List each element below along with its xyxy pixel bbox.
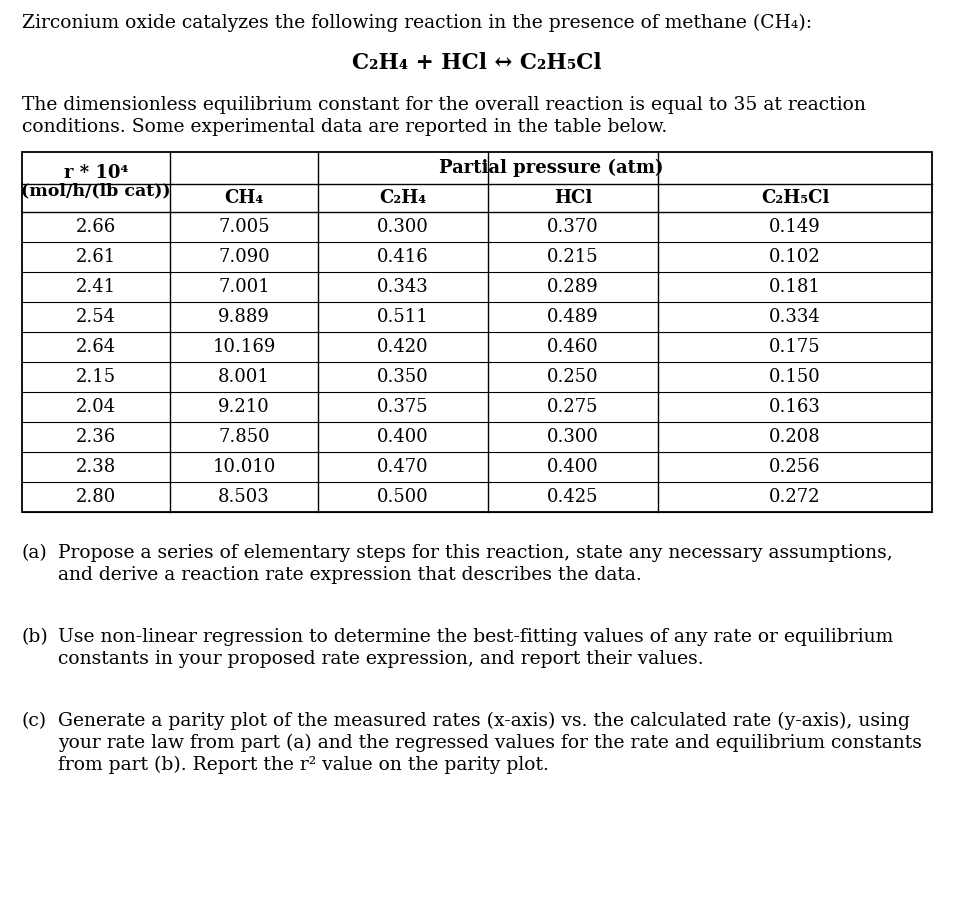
Text: Use non-linear regression to determine the best-fitting values of any rate or eq: Use non-linear regression to determine t… (58, 628, 892, 646)
Text: CH₄: CH₄ (224, 189, 263, 207)
Text: 0.102: 0.102 (768, 248, 820, 266)
Text: 2.80: 2.80 (76, 488, 116, 506)
Text: 2.54: 2.54 (76, 308, 116, 326)
Text: C₂H₅Cl: C₂H₅Cl (760, 189, 828, 207)
Text: 0.175: 0.175 (768, 338, 820, 356)
Text: 0.300: 0.300 (376, 218, 429, 236)
Text: 0.256: 0.256 (768, 458, 820, 476)
Text: 0.149: 0.149 (768, 218, 820, 236)
Text: 0.215: 0.215 (547, 248, 598, 266)
Text: 0.400: 0.400 (547, 458, 598, 476)
Text: HCl: HCl (554, 189, 592, 207)
Text: 0.420: 0.420 (376, 338, 428, 356)
Text: 0.250: 0.250 (547, 368, 598, 386)
Text: r * 10⁴: r * 10⁴ (64, 164, 128, 182)
Text: 0.289: 0.289 (547, 278, 598, 296)
Text: (c): (c) (22, 712, 47, 730)
Text: 7.850: 7.850 (218, 428, 270, 446)
Text: 0.500: 0.500 (376, 488, 429, 506)
Text: The dimensionless equilibrium constant for the overall reaction is equal to 35 a: The dimensionless equilibrium constant f… (22, 96, 865, 114)
Text: Generate a parity plot of the measured rates (x-axis) vs. the calculated rate (y: Generate a parity plot of the measured r… (58, 712, 909, 730)
Text: 2.38: 2.38 (76, 458, 116, 476)
Text: 9.889: 9.889 (218, 308, 270, 326)
Text: 10.010: 10.010 (213, 458, 275, 476)
Text: 0.416: 0.416 (376, 248, 429, 266)
Text: 0.489: 0.489 (547, 308, 598, 326)
Text: 9.210: 9.210 (218, 398, 270, 416)
Text: C₂H₄ + HCl ↔ C₂H₅Cl: C₂H₄ + HCl ↔ C₂H₅Cl (352, 52, 601, 74)
Text: 2.41: 2.41 (76, 278, 116, 296)
Text: 2.36: 2.36 (76, 428, 116, 446)
Text: 2.04: 2.04 (76, 398, 116, 416)
Text: 0.460: 0.460 (547, 338, 598, 356)
Text: 2.61: 2.61 (76, 248, 116, 266)
Text: 7.001: 7.001 (218, 278, 270, 296)
Text: 0.150: 0.150 (768, 368, 820, 386)
Text: 0.370: 0.370 (547, 218, 598, 236)
Text: Propose a series of elementary steps for this reaction, state any necessary assu: Propose a series of elementary steps for… (58, 544, 892, 562)
Text: 0.425: 0.425 (547, 488, 598, 506)
Text: 0.343: 0.343 (376, 278, 429, 296)
Text: constants in your proposed rate expression, and report their values.: constants in your proposed rate expressi… (58, 650, 703, 668)
Text: 0.400: 0.400 (376, 428, 429, 446)
Text: 2.66: 2.66 (76, 218, 116, 236)
Text: Zirconium oxide catalyzes the following reaction in the presence of methane (CH₄: Zirconium oxide catalyzes the following … (22, 14, 811, 32)
Text: 0.181: 0.181 (768, 278, 821, 296)
Text: 0.470: 0.470 (376, 458, 428, 476)
Text: 0.163: 0.163 (768, 398, 821, 416)
Text: Partial pressure (atm): Partial pressure (atm) (438, 159, 662, 177)
Text: C₂H₄: C₂H₄ (379, 189, 426, 207)
Text: and derive a reaction rate expression that describes the data.: and derive a reaction rate expression th… (58, 566, 641, 584)
Text: 0.334: 0.334 (768, 308, 820, 326)
Text: 0.208: 0.208 (768, 428, 820, 446)
Text: (b): (b) (22, 628, 49, 646)
Text: 8.001: 8.001 (218, 368, 270, 386)
Text: 0.375: 0.375 (376, 398, 428, 416)
Text: 0.511: 0.511 (376, 308, 429, 326)
Text: from part (b). Report the r² value on the parity plot.: from part (b). Report the r² value on th… (58, 756, 548, 774)
Text: your rate law from part (a) and the regressed values for the rate and equilibriu: your rate law from part (a) and the regr… (58, 734, 921, 752)
Text: 2.15: 2.15 (76, 368, 116, 386)
Text: 2.64: 2.64 (76, 338, 116, 356)
Text: 7.090: 7.090 (218, 248, 270, 266)
Text: 0.272: 0.272 (768, 488, 820, 506)
Text: (a): (a) (22, 544, 48, 562)
Text: 0.300: 0.300 (546, 428, 598, 446)
Text: (mol/h/(lb cat)): (mol/h/(lb cat)) (21, 182, 171, 200)
Text: 8.503: 8.503 (218, 488, 270, 506)
Text: 7.005: 7.005 (218, 218, 270, 236)
Text: 0.350: 0.350 (376, 368, 429, 386)
Text: 0.275: 0.275 (547, 398, 598, 416)
Text: conditions. Some experimental data are reported in the table below.: conditions. Some experimental data are r… (22, 118, 666, 136)
Text: 10.169: 10.169 (213, 338, 275, 356)
